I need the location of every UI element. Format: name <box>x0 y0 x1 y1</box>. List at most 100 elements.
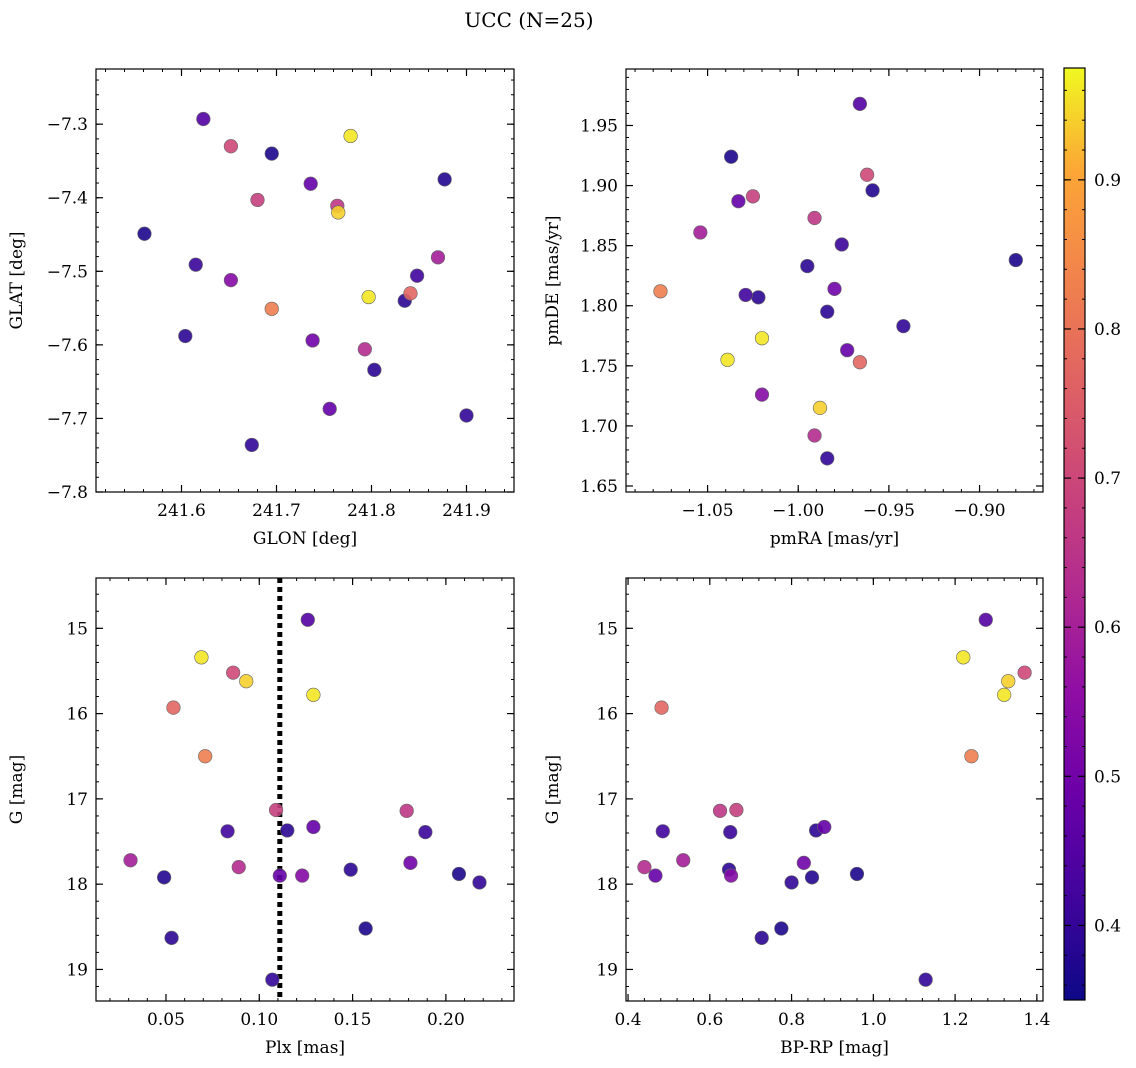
y-tick-label: −7.3 <box>47 115 88 135</box>
data-point <box>223 139 238 154</box>
data-point <box>305 333 320 348</box>
data-point <box>357 342 372 357</box>
colorbar-tick-label: 0.6 <box>1094 618 1121 638</box>
colorbar-tick-label: 0.4 <box>1094 916 1121 936</box>
data-point <box>676 853 691 868</box>
panel-glon-glat: 241.6 241.7 241.8 241.9 −7.3 −7.4 −7.5 −7.6 −7.7… <box>7 68 515 549</box>
x-tick-label: 241.7 <box>252 501 301 521</box>
y-axis-label: GLAT [deg] <box>7 231 27 329</box>
x-tick-label: −1.00 <box>772 501 824 521</box>
data-point <box>712 803 728 818</box>
data-point <box>807 210 822 226</box>
y-tick-label: 1.85 <box>580 237 618 257</box>
data-point <box>459 408 474 423</box>
data-point <box>244 437 259 453</box>
y-tick-label: −7.8 <box>47 483 88 503</box>
data-point <box>774 921 789 936</box>
data-point <box>331 205 346 220</box>
data-point <box>852 355 867 370</box>
data-point <box>820 451 835 466</box>
x-axis-label: Plx [mas] <box>265 1038 345 1058</box>
x-tick-label: −0.95 <box>863 501 915 521</box>
y-tick-label: 1.65 <box>580 477 618 497</box>
data-point <box>272 868 287 883</box>
data-point <box>723 868 739 883</box>
data-point <box>956 650 971 665</box>
data-point <box>226 665 241 680</box>
data-point <box>731 194 746 209</box>
data-point <box>827 281 842 297</box>
panel-pmra-pmde: −1.05 −1.00 −0.95 −0.90 1.65 1.70 1.75 1.80 1.85… <box>543 68 1044 549</box>
data-point <box>361 289 376 305</box>
plot-frame <box>625 68 1044 493</box>
data-point <box>472 875 487 890</box>
data-point <box>137 226 152 241</box>
colorbar: 0.4 0.5 0.6 0.7 0.8 0.9 <box>1063 67 1121 1001</box>
colorbar-gradient <box>1063 67 1086 1001</box>
data-point <box>343 862 358 877</box>
x-tick-label: 1.2 <box>942 1010 969 1030</box>
data-point <box>265 972 280 987</box>
data-point <box>804 870 820 885</box>
y-tick-label: 15 <box>66 619 88 639</box>
y-tick-label: 1.90 <box>580 177 618 197</box>
data-point <box>800 258 815 274</box>
colorbar-tick-label: 0.8 <box>1094 320 1121 340</box>
x-tick-label: −1.05 <box>682 501 734 521</box>
x-tick-label: 1.4 <box>1023 1010 1050 1030</box>
data-point <box>178 328 193 344</box>
y-tick-label: −7.6 <box>47 336 88 356</box>
data-point <box>751 290 766 305</box>
data-point <box>796 855 811 870</box>
data-point <box>1001 674 1016 689</box>
panel-plx-g: 0.05 0.10 0.15 0.20 15 16 17 18 19 Plx [mas] G [ma… <box>7 577 515 1058</box>
panel-bprp-g: 0.4 0.6 0.8 1.0 1.2 1.4 15 16 17 18 19 BP-RP [mag] G… <box>543 577 1050 1058</box>
y-tick-label: 18 <box>66 875 88 895</box>
data-point <box>997 687 1012 702</box>
data-point <box>451 866 467 882</box>
y-tick-label: 16 <box>66 705 88 725</box>
y-axis-label: G [mag] <box>7 755 27 824</box>
data-point <box>653 284 668 299</box>
data-point <box>264 146 279 161</box>
data-point <box>978 612 993 627</box>
plot-frame <box>625 577 1044 1002</box>
data-point <box>164 930 179 945</box>
x-tick-label: 0.6 <box>696 1010 723 1030</box>
y-tick-label: 16 <box>596 705 618 725</box>
y-tick-label: 1.75 <box>580 357 618 377</box>
data-point <box>693 225 708 240</box>
data-point <box>306 819 321 835</box>
x-tick-label: 1.0 <box>860 1010 887 1030</box>
data-point <box>852 96 867 111</box>
data-point <box>840 343 855 358</box>
x-tick-label: 241.6 <box>157 501 206 521</box>
x-tick-label: 0.10 <box>240 1010 278 1030</box>
data-point <box>157 870 172 885</box>
data-point <box>820 304 835 319</box>
x-tick-label: 0.20 <box>427 1010 465 1030</box>
data-point <box>1008 252 1023 268</box>
data-point <box>745 189 761 204</box>
data-point <box>964 749 979 764</box>
data-point <box>654 700 669 715</box>
y-axis-label: G [mag] <box>543 755 563 824</box>
y-tick-label: −7.5 <box>47 262 88 282</box>
y-tick-label: 1.70 <box>580 417 618 437</box>
data-point <box>403 855 418 870</box>
y-tick-label: 17 <box>596 790 618 810</box>
data-point <box>655 824 670 839</box>
plot-frame <box>95 577 515 1002</box>
data-point <box>188 257 203 272</box>
data-point <box>729 802 744 818</box>
data-point <box>754 930 769 945</box>
data-point <box>784 875 799 890</box>
data-point <box>723 825 738 840</box>
y-tick-label: 1.95 <box>580 116 618 136</box>
data-point <box>812 400 828 415</box>
data-point <box>196 111 211 127</box>
data-point <box>648 868 663 883</box>
data-point <box>280 823 295 838</box>
x-tick-label: −0.90 <box>953 501 1005 521</box>
y-tick-label: 15 <box>596 619 618 639</box>
